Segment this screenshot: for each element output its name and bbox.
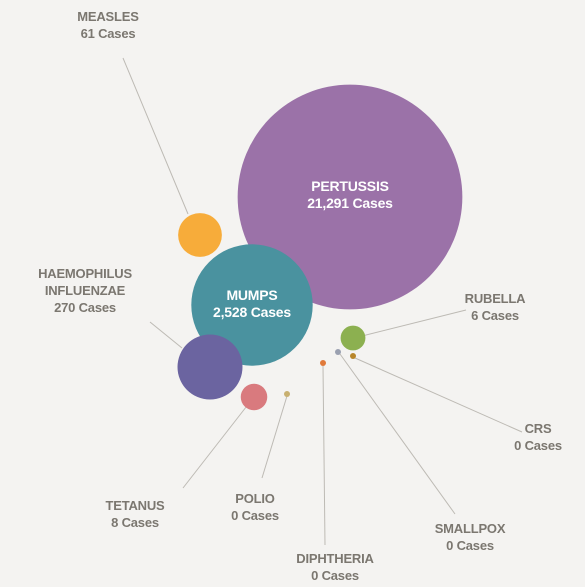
bubble xyxy=(191,244,313,366)
disease-name: CRS xyxy=(524,421,552,436)
bubble-label: TETANUS 8 Cases xyxy=(75,497,195,531)
case-count: 21,291 Cases xyxy=(307,195,393,211)
disease-name: PERTUSSIS xyxy=(311,178,389,194)
disease-name: MUMPS xyxy=(226,287,278,303)
leader-line xyxy=(182,401,251,489)
bubble xyxy=(237,84,463,310)
bubble-label: MUMPS 2,528 Cases xyxy=(192,287,312,321)
case-count: 2,528 Cases xyxy=(213,304,291,320)
bubble-label: HAEMOPHILUS INFLUENZAE 270 Cases xyxy=(30,265,140,316)
bubble xyxy=(340,325,366,351)
leader-line xyxy=(357,309,467,338)
bubble-label: DIPHTHERIA 0 Cases xyxy=(275,550,395,584)
disease-name: POLIO xyxy=(235,491,275,506)
leader-line xyxy=(354,357,523,433)
leader-line xyxy=(322,365,326,546)
case-count: 0 Cases xyxy=(446,538,494,553)
case-count: 0 Cases xyxy=(514,438,562,453)
disease-name: DIPHTHERIA xyxy=(296,551,374,566)
leader-line xyxy=(122,57,189,215)
case-count: 0 Cases xyxy=(311,568,359,583)
bubble xyxy=(320,360,326,366)
case-count: 0 Cases xyxy=(231,508,279,523)
case-count: 6 Cases xyxy=(471,308,519,323)
case-count: 270 Cases xyxy=(54,300,116,315)
leader-line xyxy=(149,321,183,349)
bubble xyxy=(177,334,243,400)
disease-name: RUBELLA xyxy=(464,291,526,306)
bubble-label: RUBELLA 6 Cases xyxy=(435,290,555,324)
disease-name: SMALLPOX xyxy=(434,521,506,536)
leader-line xyxy=(339,353,456,515)
bubble xyxy=(178,213,222,257)
bubble xyxy=(284,391,290,397)
disease-name: HAEMOPHILUS INFLUENZAE xyxy=(38,266,132,298)
bubble-label: POLIO 0 Cases xyxy=(195,490,315,524)
bubble xyxy=(350,353,356,359)
bubble xyxy=(240,383,268,411)
bubble-label: SMALLPOX 0 Cases xyxy=(410,520,530,554)
bubble-label: MEASLES 61 Cases xyxy=(48,8,168,42)
case-count: 8 Cases xyxy=(111,515,159,530)
leader-line xyxy=(261,395,288,479)
bubble-label: PERTUSSIS 21,291 Cases xyxy=(290,178,410,212)
bubble xyxy=(335,349,341,355)
disease-name: MEASLES xyxy=(77,9,139,24)
disease-name: TETANUS xyxy=(105,498,165,513)
case-count: 61 Cases xyxy=(80,26,136,41)
bubble-label: CRS 0 Cases xyxy=(478,420,585,454)
